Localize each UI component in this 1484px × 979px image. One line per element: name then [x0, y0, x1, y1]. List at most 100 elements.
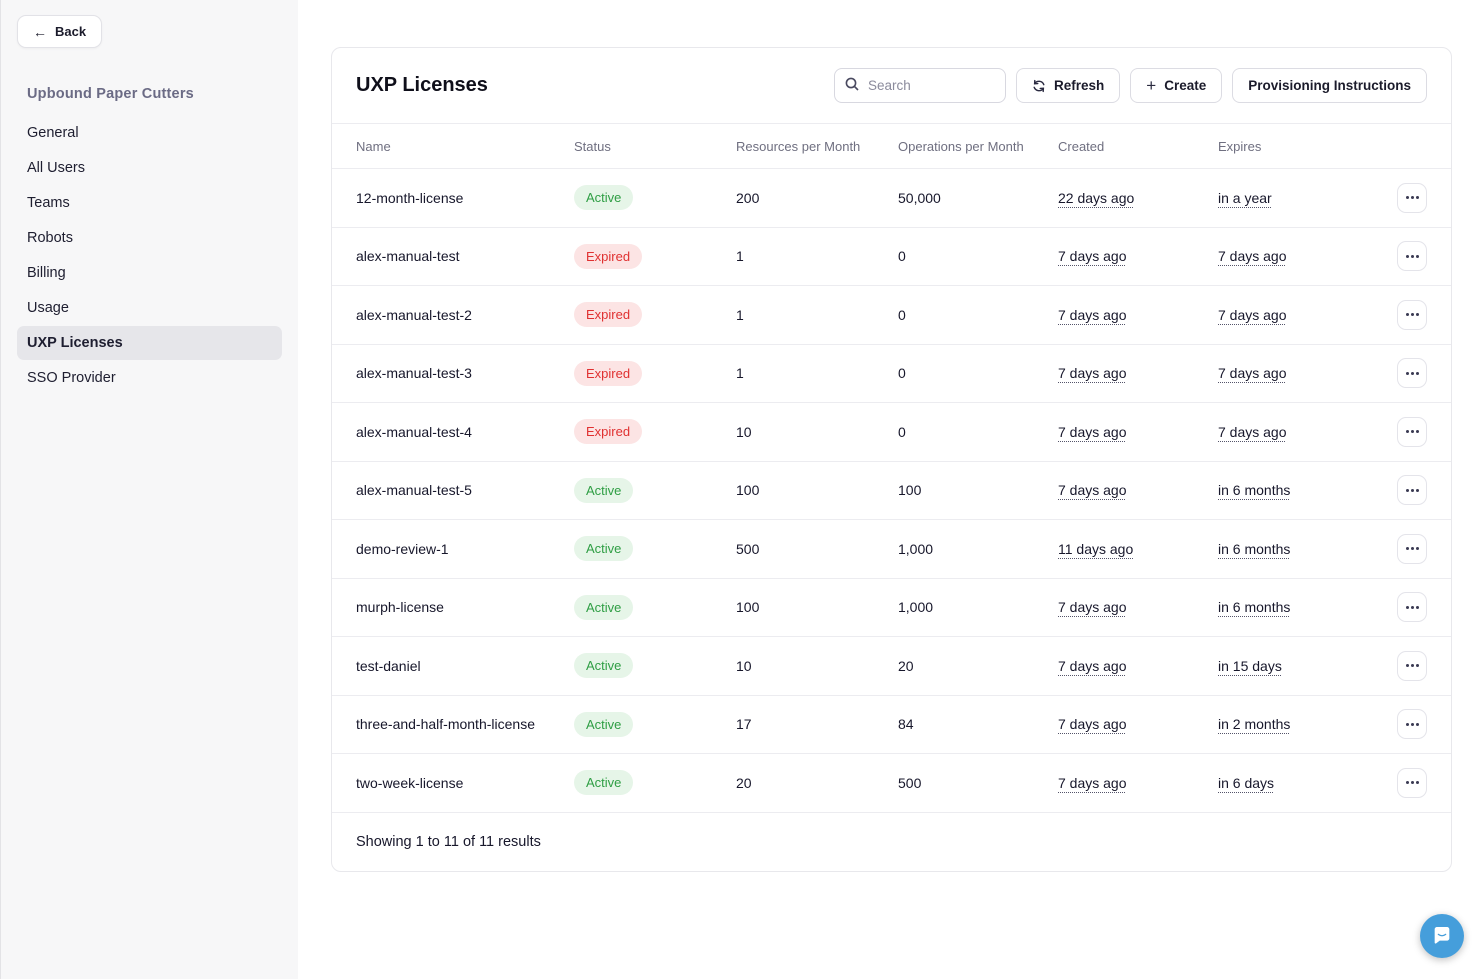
table-header-row: Name Status Resources per Month Operatio…: [332, 123, 1451, 169]
status-cell: Expired: [574, 302, 736, 328]
sidebar-item-sso-provider[interactable]: SSO Provider: [27, 370, 116, 386]
row-more-button[interactable]: [1397, 475, 1427, 506]
created-date: 7 days ago: [1058, 774, 1127, 791]
resources-per-month: 20: [736, 774, 752, 791]
sidebar-item-general[interactable]: General: [27, 125, 79, 141]
table-row: alex-manual-test-4 Expired 10 0 7 days a…: [332, 403, 1451, 462]
search-input[interactable]: [833, 68, 1006, 103]
provisioning-instructions-button[interactable]: Provisioning Instructions: [1232, 68, 1427, 103]
status-cell: Active: [574, 653, 736, 679]
row-more-button[interactable]: [1397, 358, 1427, 389]
actions-cell: [1397, 358, 1427, 389]
table-row: three-and-half-month-license Active 17 8…: [332, 696, 1451, 754]
operations-per-month: 1,000: [898, 540, 934, 557]
expires-date: in 6 months: [1218, 540, 1291, 557]
license-name: alex-manual-test-3: [356, 365, 472, 382]
table-row: test-daniel Active 10 20 7 days ago in 1…: [332, 637, 1451, 696]
actions-cell: [1397, 767, 1427, 798]
actions-cell: [1397, 592, 1427, 623]
expires-date: 7 days ago: [1218, 365, 1287, 382]
row-more-button[interactable]: [1397, 650, 1427, 681]
status-cell: Expired: [574, 419, 736, 445]
actions-cell: [1397, 475, 1427, 506]
operations-per-month: 1,000: [898, 599, 934, 616]
expires-date: in 6 days: [1218, 774, 1275, 791]
provisioning-label: Provisioning Instructions: [1248, 78, 1411, 93]
license-name: alex-manual-test: [356, 248, 460, 265]
sidebar-item-robots[interactable]: Robots: [27, 230, 73, 246]
table-body: 12-month-license Active 200 50,000 22 da…: [332, 169, 1451, 813]
row-more-button[interactable]: [1397, 533, 1427, 564]
expires-date: 7 days ago: [1218, 306, 1287, 323]
row-more-button[interactable]: [1397, 299, 1427, 330]
sidebar-item-teams[interactable]: Teams: [27, 195, 70, 211]
expires-date: in 6 months: [1218, 482, 1291, 499]
table-row: alex-manual-test-3 Expired 1 0 7 days ag…: [332, 345, 1451, 403]
col-header-operations: Operations per Month: [898, 138, 1024, 154]
search-icon: [845, 77, 859, 91]
results-summary: Showing 1 to 11 of 11 results: [356, 833, 541, 850]
created-date: 22 days ago: [1058, 189, 1135, 206]
actions-cell: [1397, 533, 1427, 564]
refresh-button[interactable]: Refresh: [1015, 68, 1121, 103]
license-name: alex-manual-test-5: [356, 482, 472, 499]
operations-per-month: 20: [898, 657, 914, 674]
col-header-status: Status: [574, 138, 611, 154]
row-more-button[interactable]: [1397, 709, 1427, 740]
resources-per-month: 1: [736, 248, 744, 265]
status-cell: Active: [574, 536, 736, 562]
resources-per-month: 100: [736, 482, 760, 499]
status-badge: Active: [574, 477, 634, 503]
table-row: alex-manual-test-5 Active 100 100 7 days…: [332, 462, 1451, 520]
actions-cell: [1397, 709, 1427, 740]
actions-cell: [1397, 182, 1427, 213]
back-button[interactable]: ← Back: [17, 15, 103, 48]
row-more-button[interactable]: [1397, 241, 1427, 272]
license-name: test-daniel: [356, 657, 421, 674]
back-arrow-icon: ←: [33, 23, 47, 40]
table-row: alex-manual-test Expired 1 0 7 days ago …: [332, 228, 1451, 286]
sidebar-item-usage[interactable]: Usage: [27, 300, 69, 316]
col-header-name: Name: [356, 138, 391, 154]
operations-per-month: 50,000: [898, 189, 941, 206]
status-badge: Expired: [574, 419, 643, 445]
resources-per-month: 100: [736, 599, 760, 616]
create-button[interactable]: + Create: [1130, 68, 1223, 103]
status-badge: Active: [574, 770, 634, 796]
chat-bubble-icon: [1434, 927, 1450, 944]
actions-cell: [1397, 299, 1427, 330]
row-more-button[interactable]: [1397, 592, 1427, 623]
col-header-created: Created: [1058, 138, 1105, 154]
table-row: demo-review-1 Active 500 1,000 11 days a…: [332, 520, 1451, 579]
row-more-button[interactable]: [1397, 416, 1427, 447]
resources-per-month: 17: [736, 716, 752, 733]
expires-date: in a year: [1218, 189, 1272, 206]
license-name: alex-manual-test-2: [356, 306, 472, 323]
status-cell: Active: [574, 477, 736, 503]
card-header: UXP Licenses Refresh + C: [332, 48, 1451, 123]
expires-date: in 15 days: [1218, 657, 1282, 674]
table-row: alex-manual-test-2 Expired 1 0 7 days ag…: [332, 286, 1451, 345]
operations-per-month: 500: [898, 774, 922, 791]
licenses-card: UXP Licenses Refresh + C: [331, 47, 1452, 872]
row-more-button[interactable]: [1397, 182, 1427, 213]
expires-date: 7 days ago: [1218, 423, 1287, 440]
search-wrap: [833, 68, 1006, 103]
main-content: UXP Licenses Refresh + C: [298, 0, 1484, 979]
license-name: three-and-half-month-license: [356, 716, 535, 733]
created-date: 7 days ago: [1058, 248, 1127, 265]
operations-per-month: 0: [898, 365, 906, 382]
sidebar-item-all-users[interactable]: All Users: [27, 160, 86, 176]
sidebar-item-uxp-licenses[interactable]: UXP Licenses: [17, 326, 282, 360]
col-header-expires: Expires: [1218, 138, 1262, 154]
row-more-button[interactable]: [1397, 767, 1427, 798]
resources-per-month: 1: [736, 365, 744, 382]
sidebar-item-billing[interactable]: Billing: [27, 265, 66, 281]
status-badge: Expired: [574, 360, 643, 386]
operations-per-month: 100: [898, 482, 922, 499]
actions-cell: [1397, 416, 1427, 447]
chat-launcher-button[interactable]: [1420, 914, 1464, 958]
created-date: 7 days ago: [1058, 716, 1127, 733]
table-row: two-week-license Active 20 500 7 days ag…: [332, 754, 1451, 813]
resources-per-month: 500: [736, 540, 760, 557]
